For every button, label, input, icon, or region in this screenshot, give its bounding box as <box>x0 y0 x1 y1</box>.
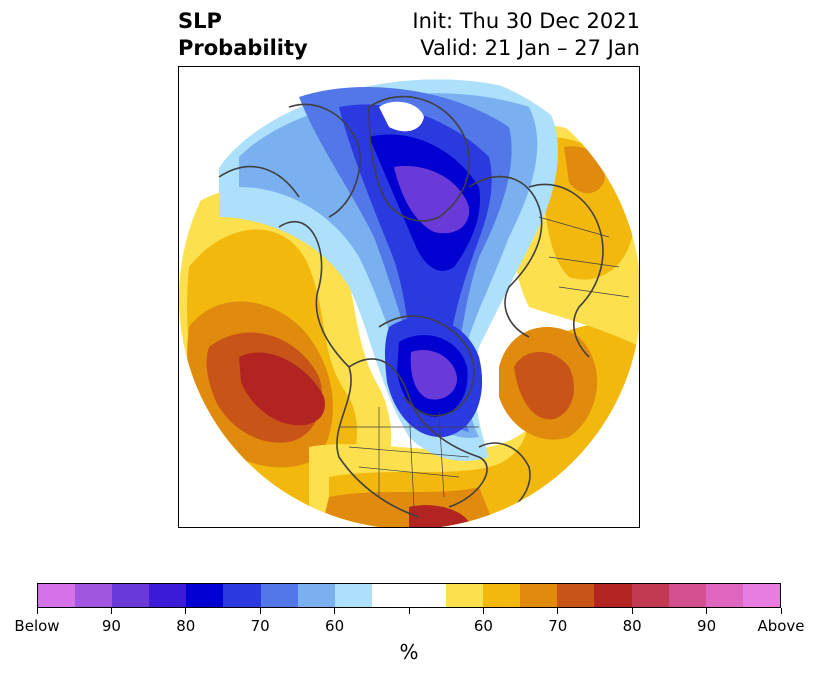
colorbar-cell <box>631 584 669 607</box>
arctic-below-purple <box>394 166 470 234</box>
probability-map <box>179 67 639 527</box>
chart-title: SLP Probability <box>178 8 308 62</box>
title-line-1: SLP <box>178 9 222 33</box>
colorbar-tick <box>36 608 38 614</box>
colorbar-cell <box>75 584 113 607</box>
colorbar-tick-label: 80 <box>622 617 642 635</box>
colorbar-cell <box>520 584 558 607</box>
colorbar-tick <box>482 608 484 614</box>
colorbar-tick-label: Below <box>14 617 60 635</box>
title-line-2: Probability <box>178 36 308 60</box>
colorbar-tick <box>259 608 261 614</box>
colorbar-tick-label: Above <box>757 617 805 635</box>
hemisphere-disk <box>179 67 639 527</box>
colorbar-cell <box>483 584 521 607</box>
colorbar-tick <box>706 608 708 614</box>
colorbar-cell <box>38 584 76 607</box>
colorbar-cell <box>446 584 484 607</box>
colorbar-cell <box>557 584 595 607</box>
colorbar-tick-label: 60 <box>473 617 493 635</box>
colorbar-tick <box>557 608 559 614</box>
colorbar-tick <box>334 608 336 614</box>
colorbar-cell <box>112 584 150 607</box>
colorbar-tick-label: 60 <box>325 617 345 635</box>
colorbar-tick-label: 90 <box>101 617 121 635</box>
map-panel <box>178 66 640 528</box>
colorbar-cell <box>297 584 335 607</box>
colorbar-cell <box>260 584 298 607</box>
colorbar-cell <box>408 584 447 607</box>
colorbar-tick <box>408 608 410 614</box>
init-date: Init: Thu 30 Dec 2021 <box>412 9 640 33</box>
date-info: Init: Thu 30 Dec 2021 Valid: 21 Jan – 27… <box>412 8 640 62</box>
colorbar <box>37 583 781 608</box>
colorbar-cell <box>371 584 409 607</box>
colorbar-cell <box>149 584 187 607</box>
valid-range: Valid: 21 Jan – 27 Jan <box>420 36 640 60</box>
pacific-above-red <box>239 352 325 426</box>
colorbar-unit: % <box>399 640 419 664</box>
colorbar-tick-label: 70 <box>250 617 270 635</box>
greenland-neutral <box>379 101 424 132</box>
colorbar-cell <box>742 584 780 607</box>
colorbar-cell <box>594 584 632 607</box>
colorbar-tick <box>631 608 633 614</box>
colorbar-tick-label: 80 <box>176 617 196 635</box>
borders <box>339 216 630 508</box>
coastlines <box>218 95 604 518</box>
gulf-above-red <box>409 505 469 527</box>
colorbar-tick <box>110 608 112 614</box>
colorbar-cell <box>223 584 261 607</box>
colorbar-cell <box>705 584 743 607</box>
colorbar-tick-label: 70 <box>548 617 568 635</box>
colorbar-cell <box>334 584 372 607</box>
colorbar-tick-label: 90 <box>697 617 717 635</box>
atlantic-above-orange-dark <box>514 352 574 420</box>
colorbar-cell <box>668 584 706 607</box>
colorbar-tick <box>185 608 187 614</box>
colorbar-tick <box>780 608 782 614</box>
colorbar-cell <box>186 584 224 607</box>
hudson-below-purple <box>410 349 458 400</box>
